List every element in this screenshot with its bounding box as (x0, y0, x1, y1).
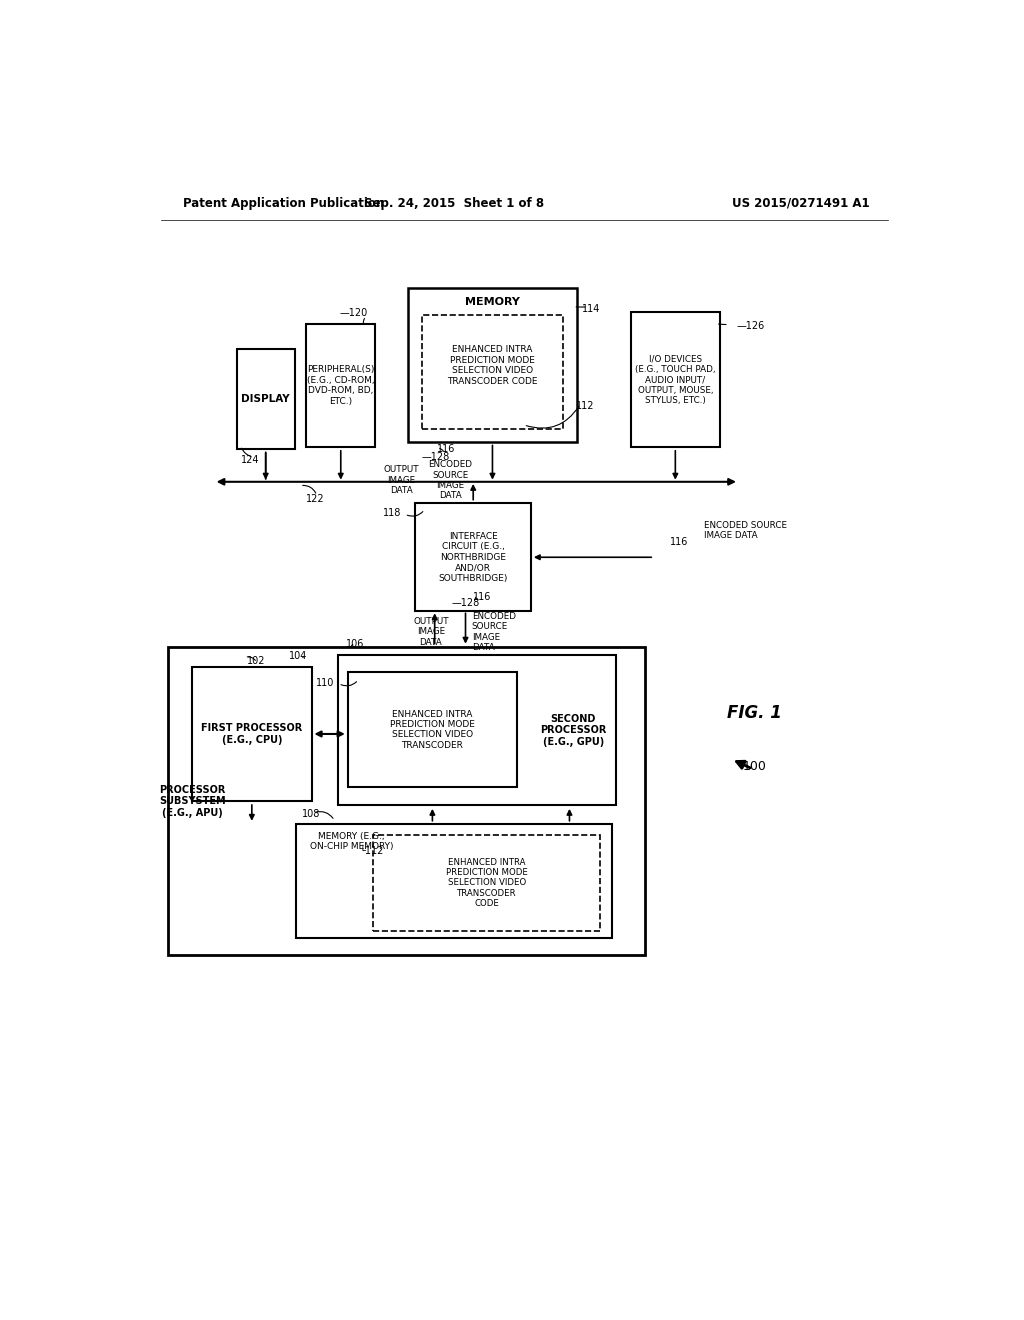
Text: 122: 122 (306, 494, 325, 504)
Text: ENCODED SOURCE
IMAGE DATA: ENCODED SOURCE IMAGE DATA (705, 520, 787, 540)
Text: DISPLAY: DISPLAY (242, 395, 290, 404)
Text: ENCODED
SOURCE
IMAGE
DATA: ENCODED SOURCE IMAGE DATA (472, 612, 516, 652)
Text: MEMORY: MEMORY (465, 297, 520, 306)
Text: 102: 102 (247, 656, 265, 667)
Text: OUTPUT
IMAGE
DATA: OUTPUT IMAGE DATA (384, 466, 420, 495)
Text: 106: 106 (346, 639, 365, 649)
Text: —120: —120 (340, 308, 368, 318)
Text: —128: —128 (452, 598, 480, 607)
Text: ENCODED
SOURCE
IMAGE
DATA: ENCODED SOURCE IMAGE DATA (428, 461, 472, 500)
Text: 112: 112 (575, 400, 594, 411)
Bar (408, 288, 578, 442)
Text: OUTPUT
IMAGE
DATA: OUTPUT IMAGE DATA (413, 616, 449, 647)
Bar (193, 667, 311, 801)
Text: └112: └112 (359, 846, 384, 855)
Bar (348, 672, 517, 788)
Text: ENHANCED INTRA
PREDICTION MODE
SELECTION VIDEO
TRANSCODER
CODE: ENHANCED INTRA PREDICTION MODE SELECTION… (445, 858, 527, 908)
Text: 100: 100 (742, 760, 766, 774)
Text: MEMORY (E.G.,
ON-CHIP MEMORY): MEMORY (E.G., ON-CHIP MEMORY) (310, 832, 393, 851)
Text: 114: 114 (582, 305, 600, 314)
Text: —128: —128 (422, 453, 450, 462)
Text: 116: 116 (670, 537, 688, 546)
Text: FIRST PROCESSOR
(E.G., CPU): FIRST PROCESSOR (E.G., CPU) (201, 723, 302, 744)
Bar (168, 647, 645, 956)
Text: 108: 108 (302, 809, 321, 818)
Text: ENHANCED INTRA
PREDICTION MODE
SELECTION VIDEO
TRANSCODER CODE: ENHANCED INTRA PREDICTION MODE SELECTION… (447, 346, 538, 385)
Text: 116: 116 (473, 593, 492, 602)
Text: PROCESSOR
SUBSYSTEM
(E.G., APU): PROCESSOR SUBSYSTEM (E.G., APU) (159, 785, 225, 818)
Bar (306, 323, 376, 447)
Text: INTERFACE
CIRCUIT (E.G.,
NORTHBRIDGE
AND/OR
SOUTHBRIDGE): INTERFACE CIRCUIT (E.G., NORTHBRIDGE AND… (438, 532, 508, 582)
Text: Patent Application Publication: Patent Application Publication (183, 197, 384, 210)
Text: US 2015/0271491 A1: US 2015/0271491 A1 (731, 197, 869, 210)
Text: PERIPHERAL(S)
(E.G., CD-ROM,
DVD-ROM, BD,
ETC.): PERIPHERAL(S) (E.G., CD-ROM, DVD-ROM, BD… (307, 366, 375, 405)
Bar (237, 350, 295, 449)
Text: ENHANCED INTRA
PREDICTION MODE
SELECTION VIDEO
TRANSCODER: ENHANCED INTRA PREDICTION MODE SELECTION… (390, 710, 475, 750)
Text: —126: —126 (736, 321, 765, 331)
Text: Sep. 24, 2015  Sheet 1 of 8: Sep. 24, 2015 Sheet 1 of 8 (364, 197, 544, 210)
Text: SECOND
PROCESSOR
(E.G., GPU): SECOND PROCESSOR (E.G., GPU) (540, 714, 606, 747)
Text: 116: 116 (437, 445, 456, 454)
Text: FIG. 1: FIG. 1 (727, 704, 781, 722)
Bar (339, 655, 615, 805)
Bar (416, 503, 531, 611)
Text: 104: 104 (290, 651, 307, 661)
Bar (422, 314, 563, 429)
Text: 110: 110 (315, 677, 334, 688)
Text: 118: 118 (383, 508, 401, 517)
Text: 124: 124 (242, 455, 260, 465)
Text: I/O DEVICES
(E.G., TOUCH PAD,
AUDIO INPUT/
OUTPUT, MOUSE,
STYLUS, ETC.): I/O DEVICES (E.G., TOUCH PAD, AUDIO INPU… (635, 355, 716, 405)
Bar (631, 313, 720, 447)
Bar (296, 825, 611, 939)
Bar (373, 836, 600, 931)
